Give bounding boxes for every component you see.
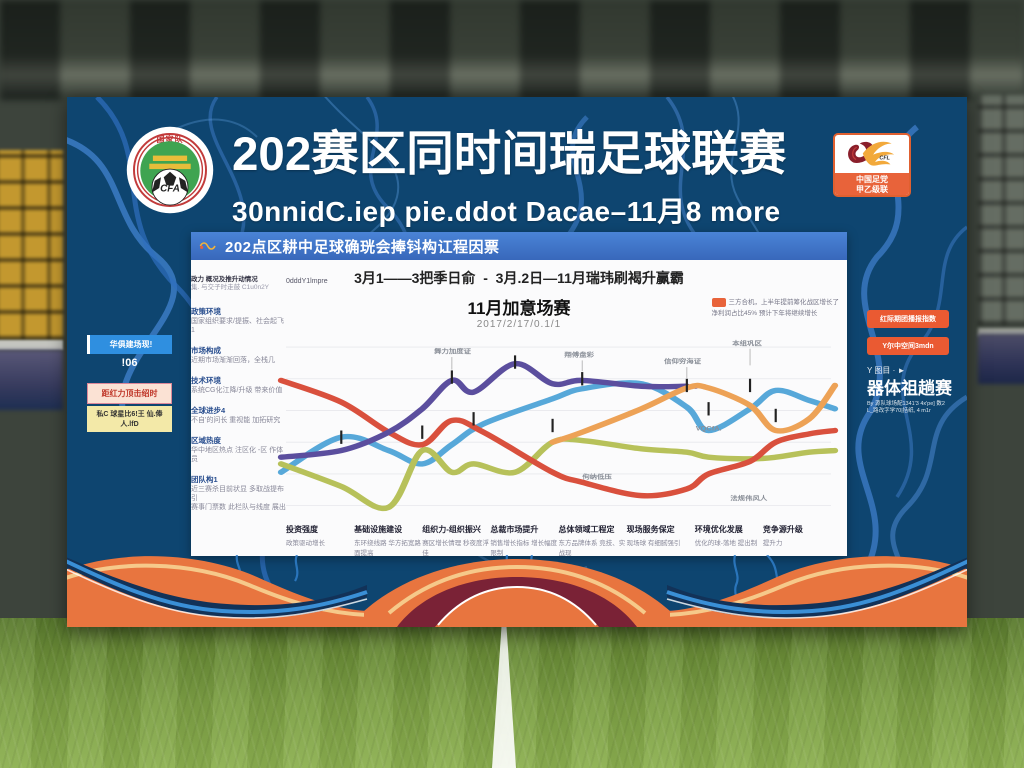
- svg-text:本组巩区: 本组巩区: [732, 339, 762, 347]
- svg-text:法规伟风人: 法规伟风人: [730, 494, 767, 502]
- svg-text:VQCfA.: VQCfA.: [696, 426, 722, 432]
- svg-text:CFL: CFL: [879, 156, 890, 162]
- svg-text:信仰穷海证: 信仰穷海证: [664, 357, 701, 365]
- svg-text:CFA: CFA: [160, 184, 180, 195]
- svg-text:翔傅盘彩: 翔傅盘彩: [563, 351, 594, 359]
- svg-text:舞力加度证: 舞力加度证: [434, 347, 471, 355]
- svg-text:佝纳低压: 佝纳低压: [582, 473, 612, 481]
